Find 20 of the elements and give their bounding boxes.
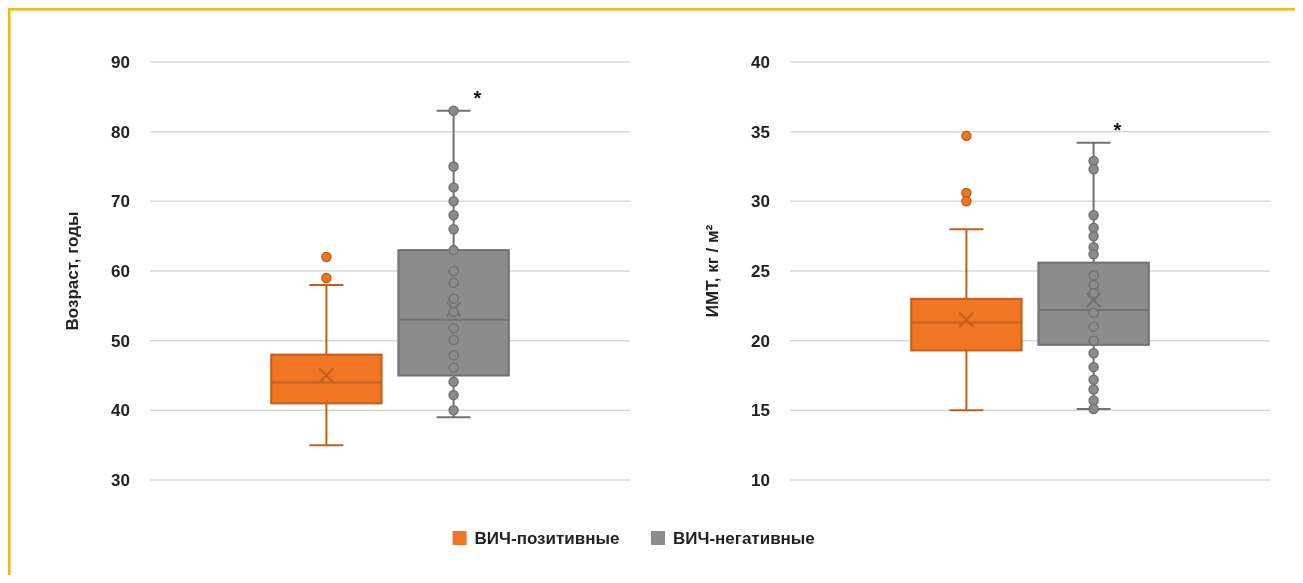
annotation: * bbox=[1113, 118, 1122, 141]
y-tick-label: 40 bbox=[751, 52, 770, 72]
y-axis-title: Возраст, годы bbox=[63, 211, 82, 331]
y-tick-label: 90 bbox=[111, 52, 130, 72]
legend-label: ВИЧ-негативные bbox=[673, 528, 815, 548]
legend-label: ВИЧ-позитивные bbox=[474, 528, 620, 548]
y-tick-label: 80 bbox=[111, 122, 130, 142]
y-axis-title: ИМТ, кг / м² bbox=[703, 224, 722, 318]
y-tick-label: 30 bbox=[111, 470, 130, 490]
y-tick-label: 50 bbox=[111, 331, 130, 351]
y-tick-label: 40 bbox=[111, 401, 130, 421]
y-tick-label: 60 bbox=[111, 261, 130, 281]
annotation: * bbox=[473, 86, 482, 109]
y-tick-label: 20 bbox=[751, 331, 770, 351]
y-tick-label: 15 bbox=[751, 401, 770, 421]
y-tick-label: 35 bbox=[751, 122, 770, 142]
y-tick-label: 70 bbox=[111, 192, 130, 212]
y-tick-label: 10 bbox=[751, 470, 770, 490]
y-tick-label: 25 bbox=[751, 261, 770, 281]
y-tick-label: 30 bbox=[751, 192, 770, 212]
